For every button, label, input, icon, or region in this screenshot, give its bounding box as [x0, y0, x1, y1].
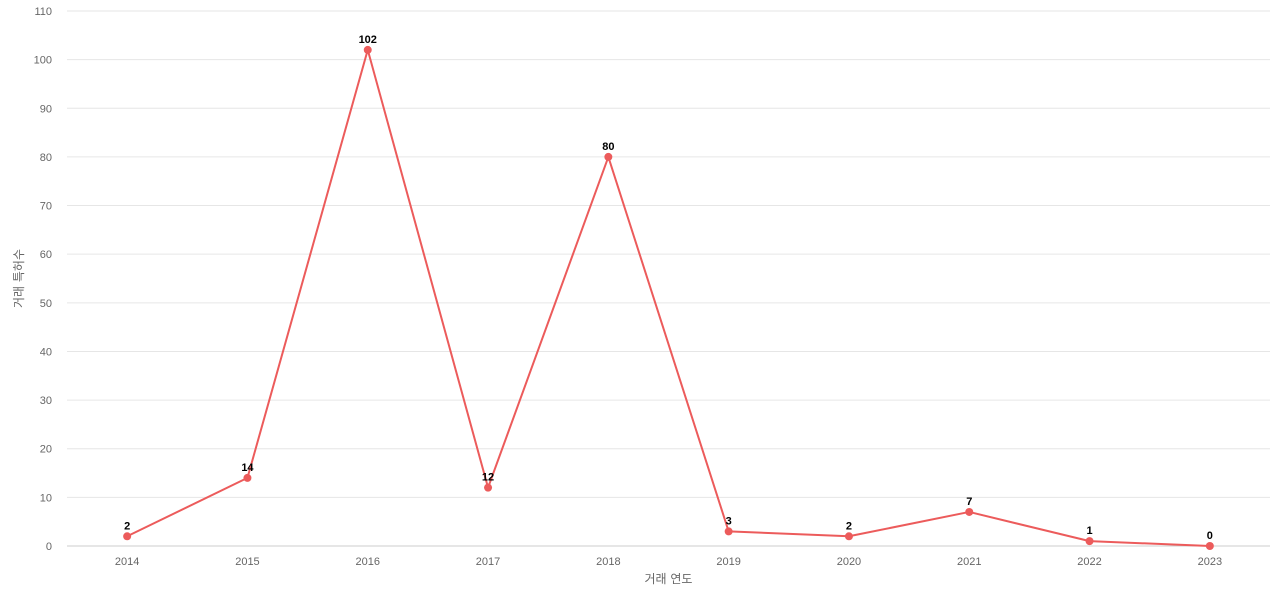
- data-point: [844, 532, 853, 541]
- y-tick-label: 0: [46, 541, 52, 553]
- y-tick-label: 50: [40, 298, 52, 310]
- data-point: [243, 473, 252, 482]
- data-point: [1085, 537, 1094, 546]
- y-tick-label: 110: [34, 6, 52, 18]
- data-label: 3: [726, 515, 732, 527]
- x-tick-label: 2016: [356, 556, 380, 568]
- data-point: [604, 152, 613, 161]
- y-tick-label: 20: [40, 444, 52, 456]
- x-tick-label: 2015: [235, 556, 259, 568]
- data-point: [1205, 542, 1214, 550]
- x-tick-label: 2021: [957, 556, 981, 568]
- x-tick-label: 2014: [115, 556, 139, 568]
- data-label: 1: [1086, 525, 1092, 537]
- y-axis-title: 거래 특허수: [12, 249, 26, 308]
- x-tick-label: 2018: [596, 556, 620, 568]
- x-axis-title: 거래 연도: [645, 572, 693, 586]
- x-tick-label: 2022: [1077, 556, 1101, 568]
- x-tick-label: 2019: [716, 556, 740, 568]
- data-point: [724, 527, 733, 536]
- y-axis-ticks: 0 10 20 30 40 50 60 70 80 90 100 110: [34, 6, 52, 553]
- data-label: 2: [846, 520, 852, 532]
- y-tick-label: 60: [40, 249, 52, 261]
- series-line: [126, 48, 1210, 547]
- y-tick-label: 70: [40, 201, 52, 213]
- y-tick-label: 10: [40, 492, 52, 504]
- data-point: [965, 507, 974, 516]
- grid-lines: [67, 10, 1270, 498]
- data-label: 102: [359, 34, 377, 46]
- y-tick-label: 100: [34, 55, 52, 67]
- data-label: 7: [966, 496, 972, 508]
- y-tick-label: 40: [40, 346, 52, 358]
- x-tick-label: 2023: [1198, 556, 1222, 568]
- series-group: 2 14 102 12 80 3 2 7 1 0: [123, 34, 1214, 550]
- data-point: [363, 45, 372, 54]
- x-tick-label: 2020: [837, 556, 861, 568]
- data-label: 0: [1207, 530, 1213, 542]
- data-label: 14: [241, 462, 254, 474]
- y-tick-label: 90: [40, 103, 52, 115]
- data-point: [123, 532, 132, 541]
- y-tick-label: 80: [40, 152, 52, 164]
- data-label: 80: [602, 141, 614, 153]
- x-axis-ticks: 2014 2015 2016 2017 2018 2019 2020 2021 2022 2023: [115, 556, 1222, 568]
- data-point: [484, 483, 493, 492]
- data-label: 2: [124, 520, 130, 532]
- data-label: 12: [482, 472, 494, 484]
- y-tick-label: 30: [40, 395, 52, 407]
- x-tick-label: 2017: [476, 556, 500, 568]
